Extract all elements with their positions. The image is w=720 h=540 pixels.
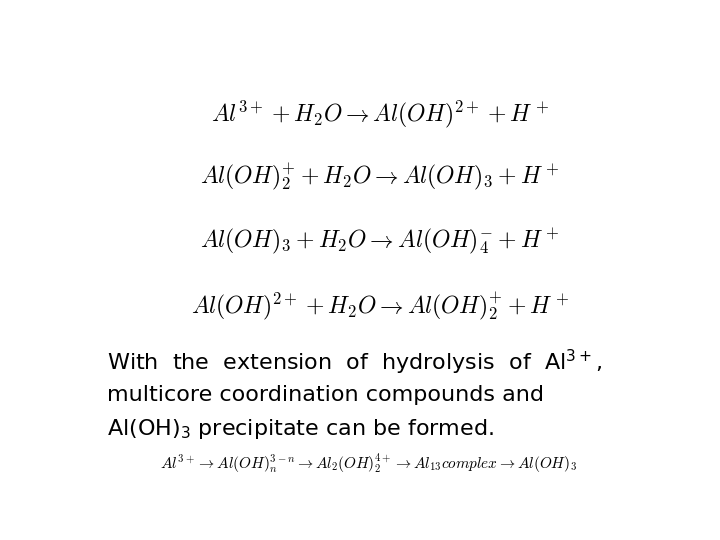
Text: $Al(OH)_2^{+} + H_2O \rightarrow Al(OH)_3 + H^+$: $Al(OH)_2^{+} + H_2O \rightarrow Al(OH)_… [200, 161, 560, 193]
Text: With  the  extension  of  hydrolysis  of  Al$^{3+}$,: With the extension of hydrolysis of Al$^… [107, 348, 602, 377]
Text: multicore coordination compounds and: multicore coordination compounds and [107, 386, 544, 406]
Text: $Al^{3+} + H_2O \rightarrow Al(OH)^{2+} + H^+$: $Al^{3+} + H_2O \rightarrow Al(OH)^{2+} … [211, 99, 549, 130]
Text: $Al(OH)_3 + H_2O \rightarrow Al(OH)_4^{-} + H^+$: $Al(OH)_3 + H_2O \rightarrow Al(OH)_4^{-… [200, 227, 560, 256]
Text: $Al^{3+} \rightarrow Al(OH)_n^{3-n} \rightarrow Al_2(OH)_2^{4+} \rightarrow Al_{: $Al^{3+} \rightarrow Al(OH)_n^{3-n} \rig… [161, 451, 577, 475]
Text: $Al(OH)^{2+} + H_2O \rightarrow Al(OH)_2^{+} + H^+$: $Al(OH)^{2+} + H_2O \rightarrow Al(OH)_2… [191, 291, 570, 322]
Text: Al(OH)$_3$ precipitate can be formed.: Al(OH)$_3$ precipitate can be formed. [107, 417, 494, 441]
